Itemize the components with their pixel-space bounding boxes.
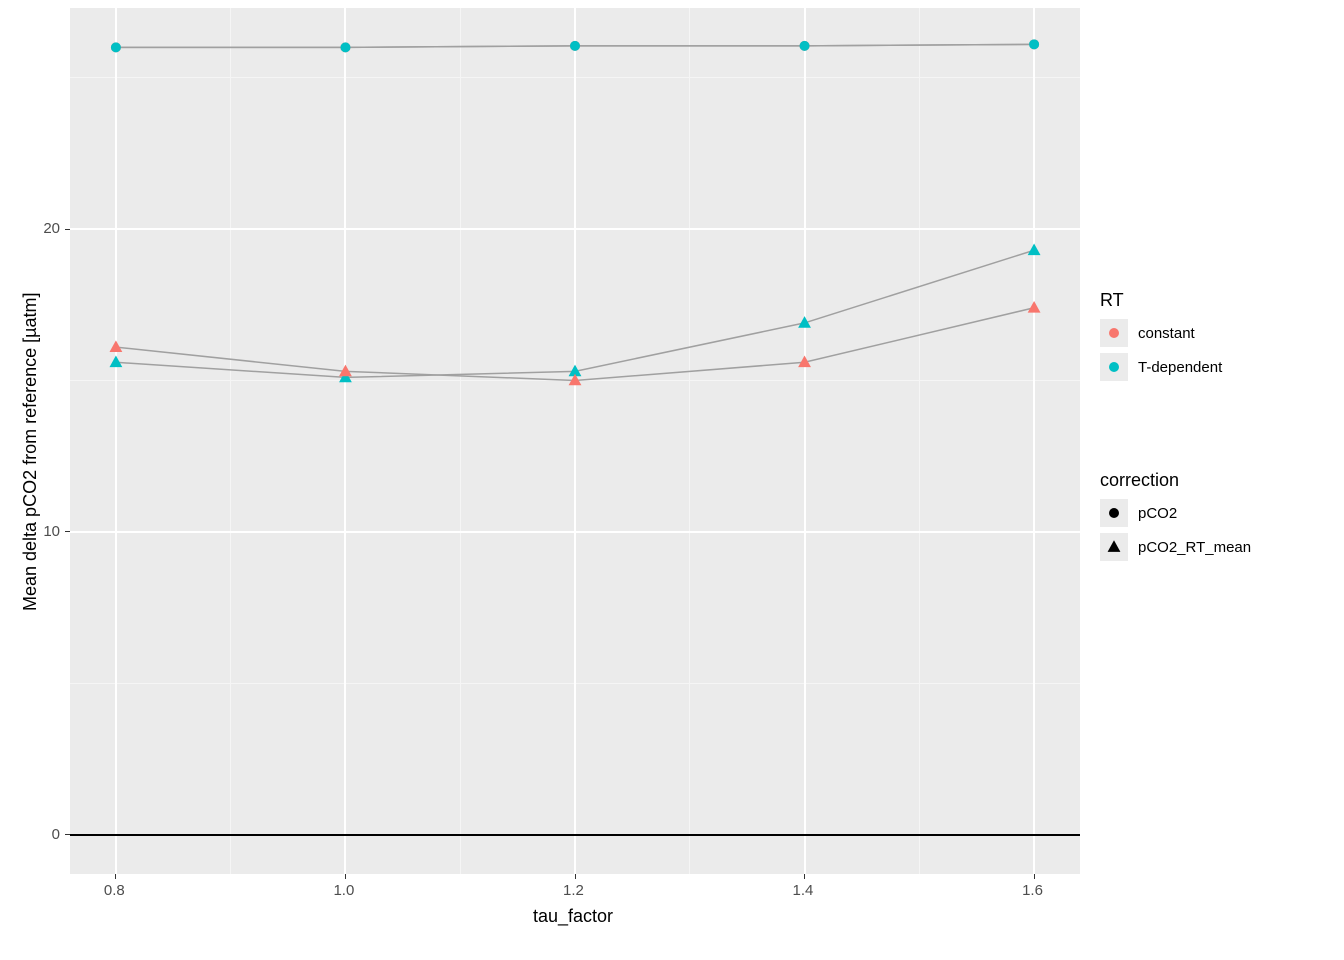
x-tick xyxy=(804,874,805,879)
legend-rt-title: RT xyxy=(1100,290,1222,311)
legend-rt: RT constant T-dependent xyxy=(1100,290,1222,387)
legend-label: constant xyxy=(1138,325,1195,342)
plot-svg xyxy=(70,8,1080,874)
series-line xyxy=(116,250,1034,377)
legend-key xyxy=(1100,319,1128,347)
legend-label: pCO2 xyxy=(1138,505,1177,522)
x-tick xyxy=(115,874,116,879)
y-axis-title: Mean delta pCO2 from reference [µatm] xyxy=(20,292,41,611)
legend-correction-title: correction xyxy=(1100,470,1251,491)
legend-item: T-dependent xyxy=(1100,353,1222,381)
data-point xyxy=(111,42,121,52)
y-tick-label: 10 xyxy=(43,523,60,540)
y-tick-label: 0 xyxy=(52,826,60,843)
x-tick-label: 1.2 xyxy=(563,882,584,899)
x-tick xyxy=(345,874,346,879)
legend-label: pCO2_RT_mean xyxy=(1138,539,1251,556)
legend-key xyxy=(1100,499,1128,527)
data-point xyxy=(1029,39,1039,49)
legend-item: pCO2_RT_mean xyxy=(1100,533,1251,561)
x-axis-title: tau_factor xyxy=(533,906,613,927)
x-tick xyxy=(575,874,576,879)
data-point xyxy=(109,340,122,352)
legend-label: T-dependent xyxy=(1138,359,1222,376)
x-tick-label: 1.0 xyxy=(333,882,354,899)
legend-key xyxy=(1100,353,1128,381)
data-point xyxy=(800,41,810,51)
data-point xyxy=(109,356,122,368)
x-tick xyxy=(1034,874,1035,879)
legend-item: pCO2 xyxy=(1100,499,1251,527)
data-point xyxy=(1028,301,1041,313)
legend-key xyxy=(1100,533,1128,561)
x-tick-label: 0.8 xyxy=(104,882,125,899)
y-tick-label: 20 xyxy=(43,220,60,237)
x-tick-label: 1.4 xyxy=(793,882,814,899)
x-tick-label: 1.6 xyxy=(1022,882,1043,899)
legend-correction: correction pCO2 pCO2_RT_mean xyxy=(1100,470,1251,567)
data-point xyxy=(340,42,350,52)
data-point xyxy=(1028,243,1041,255)
data-point xyxy=(570,41,580,51)
legend-item: constant xyxy=(1100,319,1222,347)
chart-container: Mean delta pCO2 from reference [µatm] ta… xyxy=(0,0,1344,960)
